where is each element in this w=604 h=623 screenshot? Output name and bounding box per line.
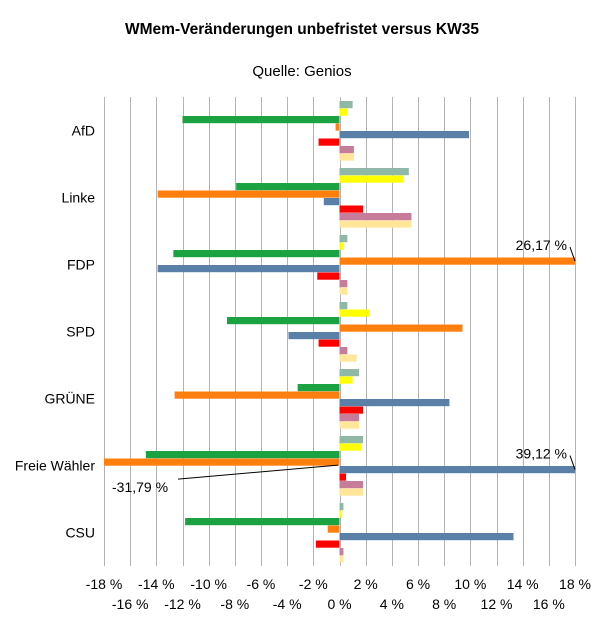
bar-grüne-s4 [339, 399, 450, 407]
bar-csu-s3 [327, 525, 340, 533]
x-tick-label: 12 % [481, 596, 513, 612]
bar-freie-wähler-s7 [339, 488, 364, 496]
bar-linke-s0 [339, 168, 409, 176]
bar-csu-s2 [185, 518, 340, 526]
category-label: Freie Wähler [15, 458, 95, 474]
bar-spd-s7 [339, 354, 357, 362]
bar-afd-s2 [182, 116, 340, 124]
bar-freie-wähler-s0 [339, 436, 364, 444]
data-label: 26,17 % [516, 237, 567, 253]
x-tick-label: 6 % [406, 576, 430, 592]
bar-csu-s5 [315, 540, 340, 548]
category-label: FDP [67, 257, 95, 273]
bar-grüne-s3 [174, 391, 340, 399]
bar-fdp-s4 [157, 265, 340, 273]
bar-linke-s4 [323, 198, 340, 206]
bar-csu-s1 [339, 510, 343, 518]
bar-afd-s7 [339, 153, 354, 161]
bar-freie-wähler-s2 [145, 451, 340, 459]
bar-grüne-s5 [339, 406, 364, 414]
chart-subtitle: Quelle: Genios [252, 63, 352, 80]
bar-fdp-s2 [173, 250, 340, 258]
bar-csu-s7 [339, 555, 344, 563]
x-tick-label: 8 % [432, 596, 456, 612]
bar-linke-s6 [339, 213, 412, 221]
x-tick-label: 14 % [507, 576, 539, 592]
chart-title: WMem-Veränderungen unbefristet versus KW… [125, 21, 479, 38]
x-tick-label: -12 % [164, 596, 201, 612]
x-tick-label: 2 % [354, 576, 378, 592]
bar-afd-s3 [335, 123, 340, 131]
x-tick-label: -10 % [190, 576, 227, 592]
data-label: 39,12 % [516, 446, 567, 462]
bar-spd-s5 [318, 339, 340, 347]
bar-fdp-s3 [339, 257, 575, 265]
x-tick-label: -8 % [220, 596, 249, 612]
category-label: GRÜNE [44, 390, 95, 407]
x-tick-label: 0 % [327, 596, 351, 612]
bar-fdp-s1 [339, 242, 344, 250]
bar-spd-s2 [226, 317, 340, 325]
bar-csu-s0 [339, 503, 344, 511]
bar-spd-s3 [339, 324, 463, 332]
bar-fdp-s0 [339, 235, 348, 243]
bar-freie-wähler-s4 [339, 466, 575, 474]
data-label: -31,79 % [112, 479, 168, 495]
bar-afd-s0 [339, 101, 353, 109]
bar-fdp-s5 [317, 272, 340, 280]
bar-spd-s0 [339, 302, 348, 310]
bar-afd-s4 [339, 131, 470, 139]
bar-freie-wähler-s5 [339, 473, 347, 481]
bar-spd-s4 [288, 332, 340, 340]
bar-linke-s1 [339, 175, 404, 183]
bar-grüne-s7 [339, 421, 360, 429]
x-tick-label: -16 % [112, 596, 149, 612]
x-tick-label: 10 % [454, 576, 486, 592]
x-tick-label: -2 % [299, 576, 328, 592]
bar-csu-s4 [339, 533, 514, 541]
bar-afd-s6 [339, 146, 354, 154]
bar-csu-s6 [339, 548, 344, 556]
bar-grüne-s6 [339, 414, 360, 422]
x-tick-label: -4 % [273, 596, 302, 612]
x-tick-label: 4 % [380, 596, 404, 612]
bar-linke-s3 [157, 190, 340, 198]
x-tick-label: -14 % [138, 576, 175, 592]
category-label: Linke [62, 190, 96, 206]
bar-grüne-s2 [297, 384, 340, 392]
bar-freie-wähler-s1 [339, 443, 362, 451]
bar-fdp-s7 [339, 287, 348, 295]
bar-grüne-s0 [339, 369, 360, 377]
bar-freie-wähler-s6 [339, 481, 364, 489]
category-label: CSU [65, 525, 95, 541]
x-tick-label: 16 % [533, 596, 565, 612]
bar-linke-s7 [339, 220, 412, 228]
x-tick-label: 18 % [559, 576, 591, 592]
annotation-leader-line [177, 464, 339, 480]
bar-afd-s1 [339, 108, 348, 116]
bar-spd-s6 [339, 347, 348, 355]
bar-grüne-s1 [339, 376, 353, 384]
bar-afd-s5 [318, 138, 340, 146]
annotation-leader-line [569, 246, 576, 262]
bar-spd-s1 [339, 309, 370, 317]
annotation-leader-line [569, 455, 576, 470]
category-label: SPD [66, 324, 95, 340]
bar-freie-wähler-s3 [104, 458, 340, 466]
bar-linke-s2 [236, 183, 340, 191]
x-tick-label: -18 % [86, 576, 123, 592]
bar-linke-s5 [339, 205, 364, 213]
category-label: AfD [72, 123, 95, 139]
bar-fdp-s6 [339, 280, 348, 288]
x-tick-label: -6 % [247, 576, 276, 592]
